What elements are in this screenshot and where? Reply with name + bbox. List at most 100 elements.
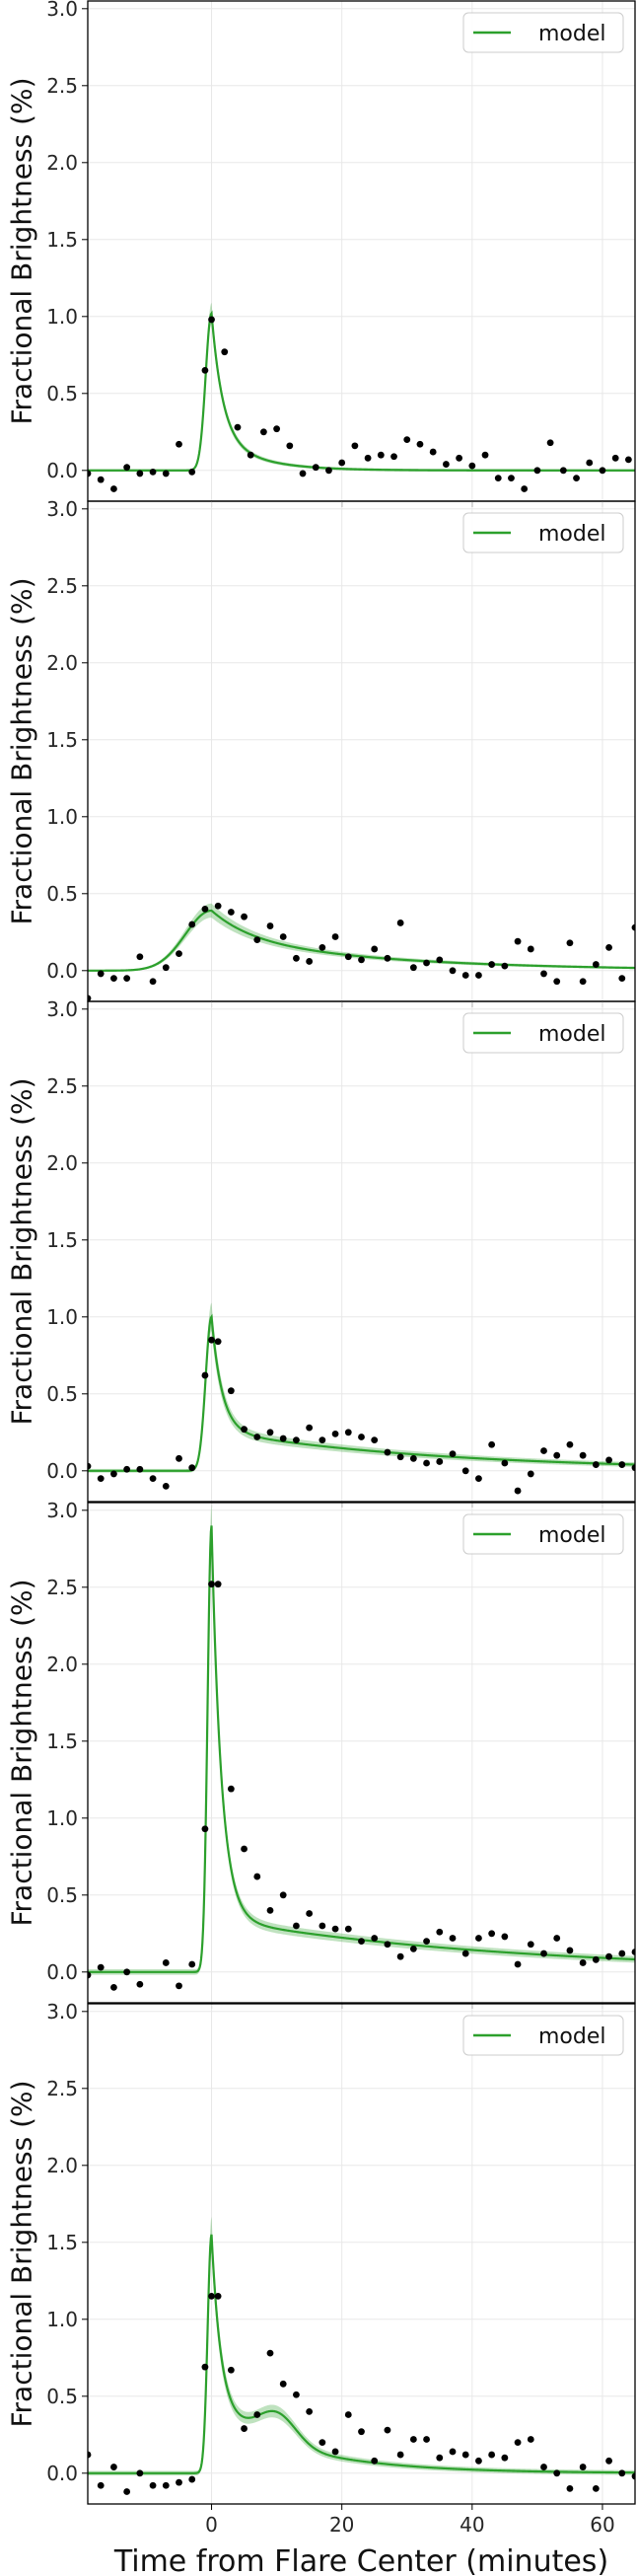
data-point [188, 468, 196, 476]
data-point [214, 1338, 222, 1346]
data-point [618, 1950, 626, 1957]
y-tick-label: 3.0 [46, 497, 78, 521]
y-tick-label: 0.0 [46, 2462, 78, 2485]
data-point [279, 2380, 287, 2388]
data-point [605, 2457, 612, 2465]
y-tick-label: 2.5 [46, 1074, 78, 1098]
data-point [208, 2293, 215, 2300]
data-point [208, 1336, 215, 1344]
data-point [201, 1371, 209, 1379]
data-point [253, 2411, 261, 2418]
data-point [318, 1922, 326, 1930]
y-tick-label: 1.5 [46, 2231, 78, 2254]
data-point [396, 2451, 404, 2459]
data-point [110, 2464, 117, 2470]
data-point [611, 454, 619, 462]
data-point [501, 962, 509, 970]
y-tick-label: 0.5 [46, 1382, 78, 1406]
data-point [475, 972, 482, 979]
data-point [97, 1963, 105, 1971]
data-point [279, 1435, 287, 1442]
data-point [566, 1440, 574, 1448]
panel-5: 0.0 0.5 1.0 1.5 2.0 2.5 3.0 0 20 40 60 Fractional B… [6, 2000, 636, 2576]
data-point [331, 933, 339, 940]
model-line [88, 1313, 635, 1472]
panel-3: 0.0 0.5 1.0 1.5 2.0 2.5 3.0 Fractional Brightne… [6, 997, 636, 1508]
data-point [344, 2411, 352, 2418]
data-point [136, 1465, 144, 1473]
data-point [110, 1470, 117, 1478]
data-point [605, 944, 612, 951]
data-point [358, 2428, 365, 2436]
data-point [266, 1907, 274, 1914]
model-uncertainty-band [88, 1302, 635, 1473]
y-tick-label: 2.0 [46, 651, 78, 675]
y-tick-label: 3.0 [46, 0, 78, 21]
data-point [318, 2439, 326, 2447]
data-point [149, 1475, 157, 1482]
data-point [247, 451, 254, 459]
data-point [201, 367, 209, 374]
data-point [162, 964, 170, 972]
data-point [201, 2363, 209, 2371]
data-point [514, 1960, 522, 1968]
data-point [540, 970, 547, 978]
data-point [358, 1938, 365, 1945]
data-point [234, 423, 242, 431]
data-point [423, 2436, 430, 2443]
data-point [384, 954, 391, 962]
data-point [306, 1910, 314, 1917]
data-point [176, 440, 182, 448]
data-point [253, 1434, 261, 1440]
model-line [88, 2234, 635, 2474]
data-point [188, 1464, 196, 1472]
y-tick-label: 0.5 [46, 382, 78, 405]
data-point [403, 436, 411, 443]
data-point [436, 1458, 444, 1465]
data-point [488, 1440, 496, 1448]
data-point [566, 1947, 574, 1954]
data-point [566, 2485, 574, 2492]
data-point [546, 439, 554, 447]
data-point [241, 2425, 248, 2432]
legend-label: model [538, 1022, 606, 1047]
data-point [488, 961, 496, 968]
data-point [396, 1952, 404, 1960]
model-line [88, 909, 635, 972]
data-point [266, 1429, 274, 1436]
data-point [475, 1935, 482, 1942]
data-point [409, 1946, 417, 1952]
data-point [384, 1941, 391, 1949]
data-point [279, 1891, 287, 1899]
model-line [88, 1525, 635, 1973]
data-point [540, 2464, 547, 2470]
data-point [123, 2488, 131, 2495]
data-point [456, 454, 463, 462]
data-point [618, 1461, 626, 1468]
data-point [461, 1467, 469, 1475]
data-point [306, 1424, 314, 1432]
data-point [241, 1845, 248, 1853]
data-point [449, 1935, 457, 1942]
data-point [176, 950, 182, 958]
data-point [540, 1447, 547, 1454]
data-point [390, 453, 397, 461]
y-tick-label: 1.0 [46, 1305, 78, 1329]
data-point [299, 470, 307, 478]
data-point [579, 1959, 587, 1966]
data-point [188, 920, 196, 928]
data-point [461, 2451, 469, 2459]
axes-frame [87, 1000, 636, 1503]
data-point [540, 1950, 547, 1957]
legend-box [462, 1012, 624, 1054]
data-point [331, 2448, 339, 2456]
model-uncertainty-band [88, 1504, 635, 1975]
data-point [149, 978, 157, 986]
data-point [384, 1448, 391, 1456]
data-point [136, 2469, 144, 2477]
data-point [162, 1959, 170, 1966]
data-point [188, 1960, 196, 1968]
data-point [592, 961, 600, 968]
y-tick-label: 2.5 [46, 74, 78, 98]
